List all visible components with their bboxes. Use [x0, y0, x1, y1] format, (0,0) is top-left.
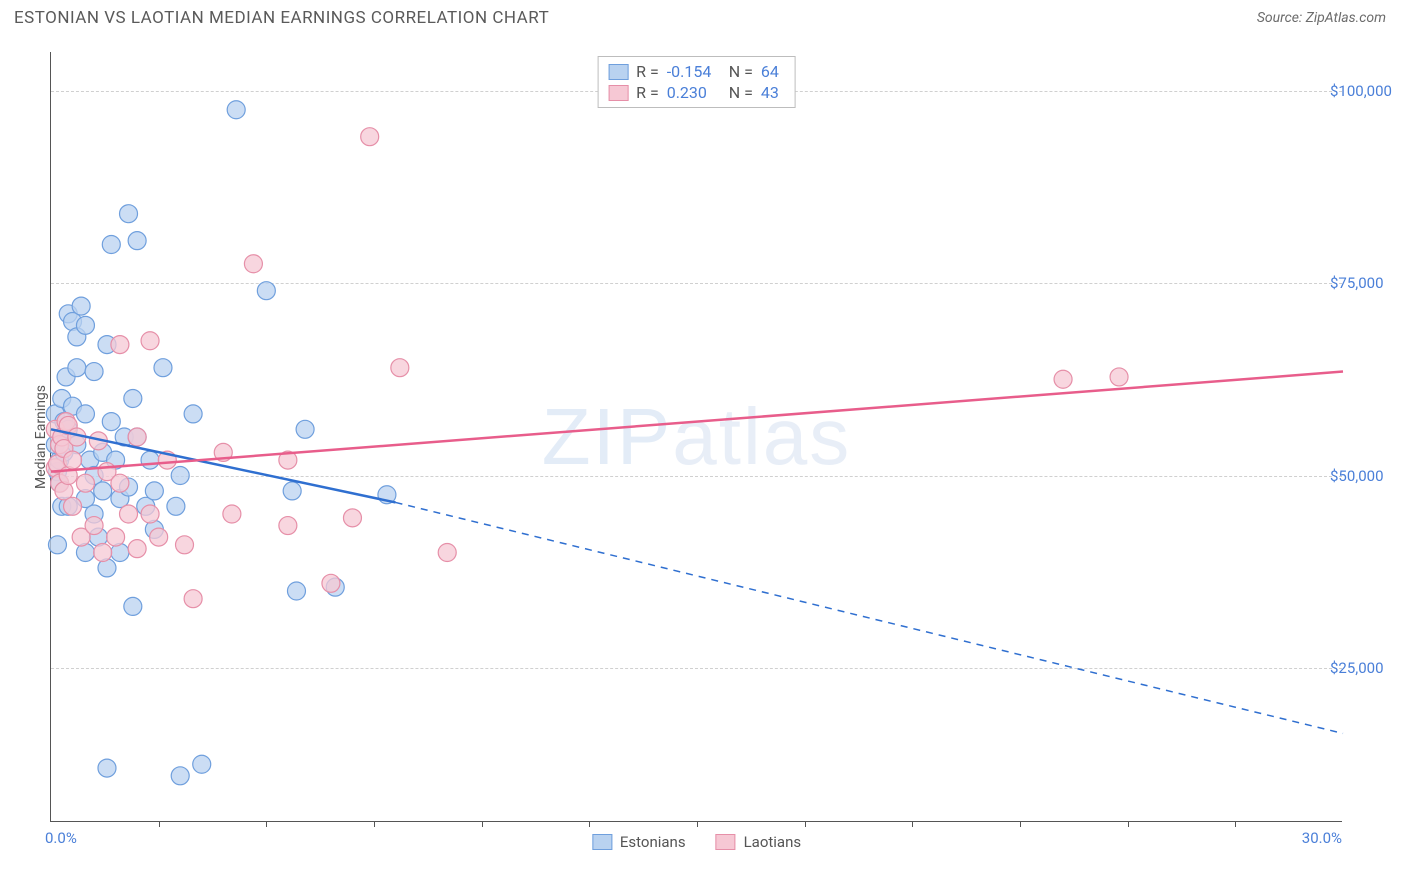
data-point	[85, 517, 103, 535]
data-point	[124, 597, 142, 615]
data-point	[193, 755, 211, 773]
x-tick	[266, 821, 267, 827]
legend-row-estonians: R = -0.154 N = 64	[608, 61, 785, 82]
data-point	[72, 297, 90, 315]
x-tick	[1235, 821, 1236, 827]
data-point	[98, 759, 116, 777]
data-point	[94, 482, 112, 500]
data-point	[64, 451, 82, 469]
x-tick	[805, 821, 806, 827]
data-point	[128, 428, 146, 446]
data-point	[120, 505, 138, 523]
x-tick	[482, 821, 483, 827]
data-point	[76, 316, 94, 334]
scatter-svg	[51, 52, 1342, 821]
legend-item-laotians: Laotians	[716, 833, 802, 851]
legend-label: Estonians	[620, 833, 686, 851]
data-point	[94, 544, 112, 562]
data-point	[111, 336, 129, 354]
data-point	[361, 128, 379, 146]
data-point	[279, 517, 297, 535]
data-point	[154, 359, 172, 377]
y-axis-label: Median Earnings	[33, 384, 49, 488]
swatch-icon	[608, 64, 628, 80]
data-point	[102, 413, 120, 431]
n-value: 43	[761, 83, 785, 102]
data-point	[141, 505, 159, 523]
data-point	[167, 497, 185, 515]
data-point	[48, 536, 66, 554]
x-axis-max-label: 30.0%	[1302, 829, 1342, 847]
chart-title: ESTONIAN VS LAOTIAN MEDIAN EARNINGS CORR…	[14, 8, 549, 28]
n-value: 64	[761, 62, 785, 81]
source-attribution: Source: ZipAtlas.com	[1257, 10, 1386, 26]
data-point	[128, 232, 146, 250]
trend-line-extrapolated	[396, 502, 1343, 733]
plot-area: Median Earnings ZIPatlas $25,000$50,000$…	[50, 52, 1342, 822]
data-point	[223, 505, 241, 523]
data-point	[257, 282, 275, 300]
data-point	[438, 544, 456, 562]
data-point	[120, 205, 138, 223]
x-tick	[1128, 821, 1129, 827]
data-point	[283, 482, 301, 500]
swatch-icon	[608, 85, 628, 101]
x-axis-min-label: 0.0%	[45, 829, 77, 847]
data-point	[111, 474, 129, 492]
series-legend: Estonians Laotians	[592, 833, 801, 851]
data-point	[145, 482, 163, 500]
data-point	[171, 767, 189, 785]
x-tick	[374, 821, 375, 827]
data-point	[76, 405, 94, 423]
data-point	[343, 509, 361, 527]
data-point	[176, 536, 194, 554]
legend-row-laotians: R = 0.230 N = 43	[608, 82, 785, 103]
data-point	[322, 574, 340, 592]
r-value: -0.154	[667, 62, 721, 81]
data-point	[76, 474, 94, 492]
data-point	[244, 255, 262, 273]
data-point	[85, 363, 103, 381]
data-point	[128, 540, 146, 558]
data-point	[184, 590, 202, 608]
data-point	[1110, 368, 1128, 386]
data-point	[107, 528, 125, 546]
data-point	[171, 467, 189, 485]
x-tick	[697, 821, 698, 827]
x-tick	[589, 821, 590, 827]
x-tick	[912, 821, 913, 827]
data-point	[227, 101, 245, 119]
correlation-legend: R = -0.154 N = 64 R = 0.230 N = 43	[597, 56, 796, 108]
swatch-icon	[592, 834, 612, 850]
x-tick	[1020, 821, 1021, 827]
chart-container: Median Earnings ZIPatlas $25,000$50,000$…	[14, 42, 1392, 852]
data-point	[150, 528, 168, 546]
data-point	[184, 405, 202, 423]
data-point	[287, 582, 305, 600]
data-point	[64, 497, 82, 515]
r-value: 0.230	[667, 83, 721, 102]
swatch-icon	[716, 834, 736, 850]
legend-item-estonians: Estonians	[592, 833, 686, 851]
x-tick	[159, 821, 160, 827]
data-point	[141, 332, 159, 350]
data-point	[391, 359, 409, 377]
trend-line	[51, 372, 1343, 472]
data-point	[141, 451, 159, 469]
data-point	[124, 390, 142, 408]
data-point	[1054, 370, 1072, 388]
data-point	[68, 359, 86, 377]
data-point	[102, 236, 120, 254]
legend-label: Laotians	[744, 833, 802, 851]
data-point	[296, 420, 314, 438]
